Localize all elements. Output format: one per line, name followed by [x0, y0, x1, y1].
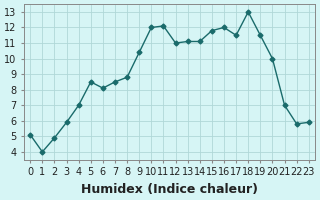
X-axis label: Humidex (Indice chaleur): Humidex (Indice chaleur)	[81, 183, 258, 196]
